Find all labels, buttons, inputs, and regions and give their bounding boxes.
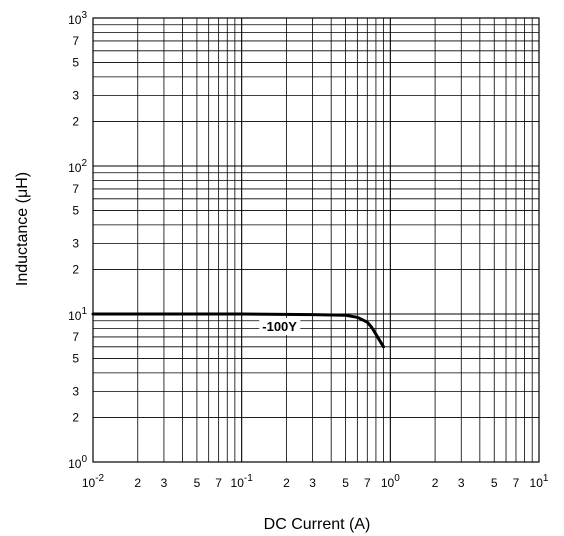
plot-area-border — [92, 17, 540, 463]
x-tick-label: 5 — [194, 476, 201, 490]
x-tick-label: 5 — [342, 476, 349, 490]
y-tick-label: 3 — [72, 236, 79, 250]
y-tick-label: 2 — [72, 410, 79, 424]
y-tick-label: 7 — [72, 182, 79, 196]
x-tick-label: 7 — [513, 476, 520, 490]
y-tick-label: 5 — [72, 56, 79, 70]
x-axis-title: DC Current (A) — [264, 516, 371, 533]
x-tick-label: 3 — [309, 476, 316, 490]
x-tick-label: 2 — [432, 476, 439, 490]
x-tick-label: 7 — [364, 476, 371, 490]
y-tick-label: 5 — [72, 204, 79, 218]
x-tick-label: 7 — [215, 476, 222, 490]
series-label-background — [259, 317, 301, 335]
y-tick-label: 3 — [72, 88, 79, 102]
x-tick-label: 5 — [491, 476, 498, 490]
grid-lines — [93, 18, 539, 462]
x-tick-label: 2 — [283, 476, 290, 490]
y-tick-label: 7 — [72, 330, 79, 344]
series-line — [91, 312, 385, 349]
x-tick-label: 3 — [161, 476, 168, 490]
series-group: -100Y — [91, 312, 385, 349]
y-tick-label: 7 — [72, 34, 79, 48]
y-axis-title: Inductance (μH) — [14, 172, 31, 286]
y-tick-label: 5 — [72, 352, 79, 366]
y-tick-label: 2 — [72, 114, 79, 128]
y-tick-label: 2 — [72, 262, 79, 276]
y-tick-label: 3 — [72, 384, 79, 398]
x-tick-label: 2 — [134, 476, 141, 490]
x-tick-label: 3 — [458, 476, 465, 490]
series-label: -100Y — [262, 319, 297, 334]
